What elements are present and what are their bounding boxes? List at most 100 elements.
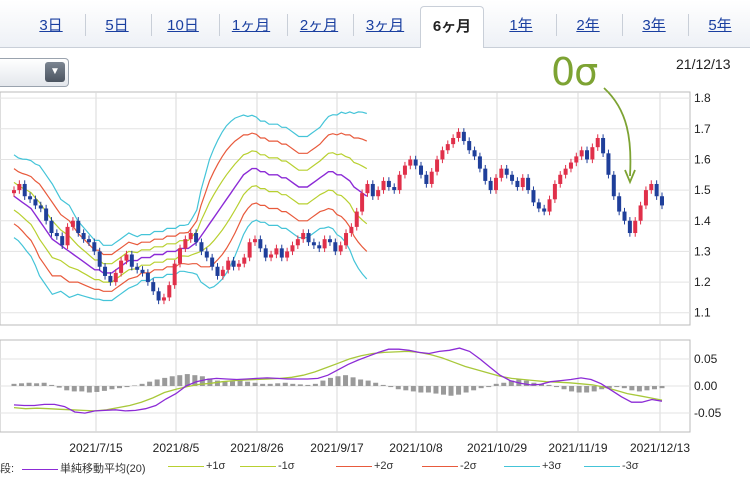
legend-prefix: 段: <box>0 463 15 475</box>
tab-separator <box>219 14 220 36</box>
candle-body <box>413 159 418 166</box>
macd-histogram-bar <box>554 386 560 388</box>
candle-body <box>247 242 252 258</box>
candle-body <box>370 183 375 197</box>
macd-histogram-bar <box>71 386 77 392</box>
tab-6m[interactable]: 6ヶ月 <box>420 6 484 48</box>
candle-body <box>103 266 108 276</box>
tab-3d[interactable]: 3日 <box>39 17 63 34</box>
band-minus2s <box>13 202 368 292</box>
candle-body <box>536 202 541 209</box>
candle-body <box>183 239 188 249</box>
candle-body <box>595 137 600 148</box>
candle-body <box>349 226 354 234</box>
candle-body <box>317 245 322 249</box>
candle-body <box>178 248 183 264</box>
legend-sma: 単純移動平均(20) <box>22 460 146 476</box>
tab-5d[interactable]: 5日 <box>105 17 129 34</box>
macd-histogram-bar <box>621 386 627 389</box>
macd-histogram-bar <box>546 384 552 386</box>
macd-histogram-bar <box>154 379 160 386</box>
macd-histogram-bar <box>320 380 326 386</box>
candle-body <box>483 168 488 181</box>
candle-body <box>488 180 493 191</box>
tab-2y[interactable]: 2年 <box>576 17 600 34</box>
candle-body <box>376 190 381 197</box>
tab-2m[interactable]: 2ヶ月 <box>299 17 339 34</box>
macd-histogram-bar <box>538 383 544 386</box>
candle-body <box>252 239 257 243</box>
macd-histogram-bar <box>19 383 25 386</box>
candle-body <box>124 254 129 261</box>
candle-body <box>386 180 391 188</box>
price-chart: 1.8 1.7 1.6 1.5 1.4 1.3 1.2 1.1 0.05 0.00 -0.05 2… <box>0 87 722 455</box>
macd-y-tick-label: -0.05 <box>694 406 722 420</box>
legend-plus1s: +1σ <box>168 460 225 472</box>
legend-minus3s: -3σ <box>584 460 639 472</box>
macd-histogram-bar <box>139 383 145 386</box>
macd-histogram-bar <box>64 386 70 391</box>
candle-body <box>327 239 332 243</box>
y-tick-label: 1.8 <box>694 91 711 105</box>
candle-body <box>408 159 413 166</box>
tab-3m[interactable]: 3ヶ月 <box>365 17 405 34</box>
y-tick-label: 1.1 <box>694 306 711 320</box>
macd-histogram-bar <box>395 386 401 390</box>
candle-body <box>397 174 402 191</box>
date-label: 21/12/13 <box>676 56 731 72</box>
macd-histogram-bar <box>501 382 507 386</box>
candle-body <box>445 144 450 151</box>
legend-minus2s: -2σ <box>422 460 477 472</box>
macd-histogram-bar <box>410 386 416 392</box>
candle-body <box>633 220 638 234</box>
tab-10d[interactable]: 10日 <box>167 17 199 34</box>
candle-body <box>499 168 504 178</box>
candle-body <box>493 177 498 191</box>
candle-body <box>274 248 279 255</box>
candle-body <box>263 248 268 258</box>
macd-histogram-bar <box>305 384 311 386</box>
macd-histogram-bar <box>177 375 183 386</box>
indicator-select[interactable]: ▼ <box>0 58 69 87</box>
macd-histogram-bar <box>290 383 296 386</box>
tab-separator <box>85 14 86 36</box>
candle-body <box>601 137 606 154</box>
tab-1m[interactable]: 1ヶ月 <box>231 17 271 34</box>
chart-legend: 段: 単純移動平均(20) +1σ -1σ +2σ -2σ +3σ -3σ <box>0 460 750 476</box>
candle-body <box>108 275 113 283</box>
macd-histogram-bar <box>651 386 657 390</box>
x-tick-label: 2021/10/29 <box>467 441 527 455</box>
annotation-arrow <box>603 87 632 177</box>
band-minus1s <box>13 185 368 283</box>
candle-body <box>568 162 573 169</box>
macd-histogram-bar <box>380 384 386 386</box>
candle-body <box>338 245 343 252</box>
candle-body <box>649 183 654 191</box>
triangle-down-icon[interactable]: ▼ <box>45 62 65 82</box>
x-tick-label: 2021/10/8 <box>389 441 443 455</box>
tab-5y[interactable]: 5年 <box>708 17 732 34</box>
candle-body <box>606 153 611 175</box>
candle-body <box>161 297 166 301</box>
macd-histogram-bar <box>184 374 190 386</box>
tab-3y[interactable]: 3年 <box>642 17 666 34</box>
macd-histogram-bar <box>267 383 273 386</box>
candle-body <box>360 193 365 212</box>
macd-histogram-bar <box>335 376 341 386</box>
y-tick-label: 1.7 <box>694 122 711 136</box>
candle-body <box>552 183 557 200</box>
macd-histogram-bar <box>365 380 371 386</box>
macd-histogram-bar <box>418 386 424 393</box>
candle-body <box>547 199 552 212</box>
macd-histogram-bar <box>207 378 213 386</box>
candle-body <box>129 254 134 267</box>
macd-histogram-bar <box>79 386 85 392</box>
macd-histogram-bar <box>312 383 318 386</box>
candle-body <box>295 239 300 246</box>
candle-body <box>638 205 643 221</box>
candle-body <box>477 156 482 169</box>
candle-body <box>258 239 263 249</box>
macd-histogram-bar <box>606 386 612 389</box>
candle-body <box>231 260 236 267</box>
tab-1y[interactable]: 1年 <box>509 17 533 34</box>
